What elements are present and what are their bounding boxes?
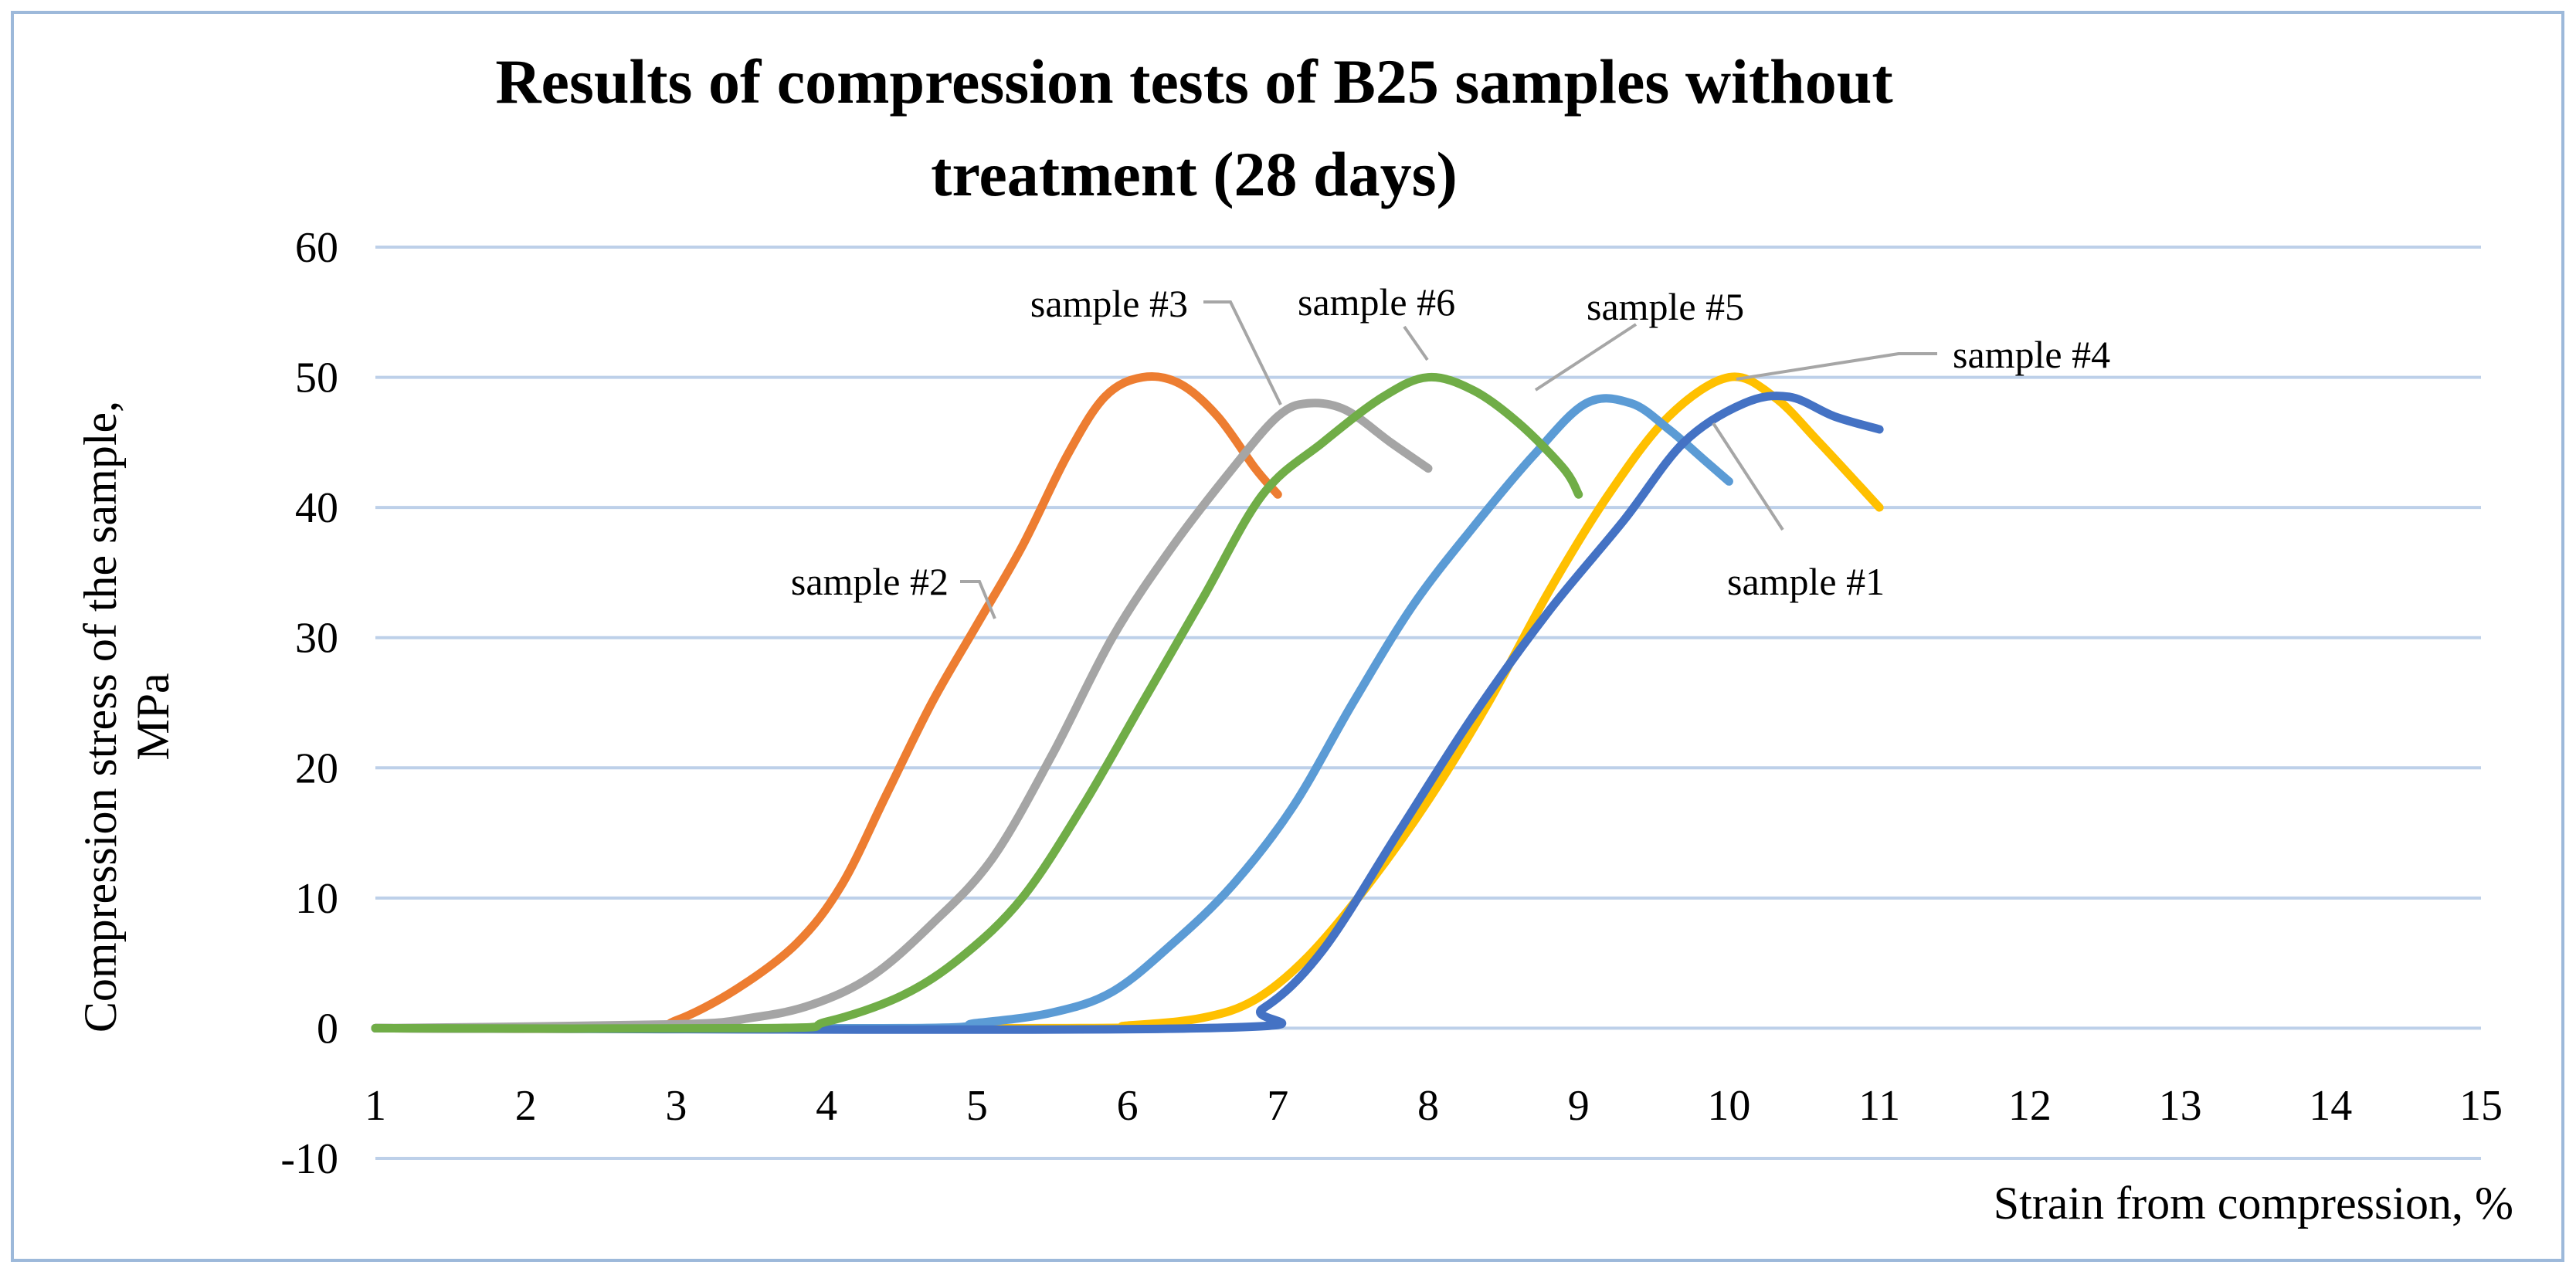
x-tick-label: 10: [1707, 1082, 1750, 1130]
annotation-leader-line: [960, 580, 996, 619]
x-tick-labels: 1 2 3 4 5 6 7 8 9 10 11 12 13 14 15: [365, 1082, 2503, 1130]
y-tick-label: -10: [280, 1135, 338, 1183]
annotation-leader-line: [1736, 352, 1937, 381]
line-chart: Results of compression tests of B25 samp…: [75, 46, 2513, 1229]
annotation-leader-line: [1203, 300, 1282, 405]
x-tick-label: 11: [1858, 1082, 1900, 1130]
x-tick-label: 2: [515, 1082, 537, 1130]
series-line-sample-6: [371, 372, 1583, 1033]
x-tick-label: 15: [2459, 1082, 2503, 1130]
series-line-sample-1: [371, 392, 1884, 1034]
y-tick-label: 40: [295, 484, 338, 532]
chart-frame: Results of compression tests of B25 samp…: [11, 11, 2564, 1262]
annotation-label: sample #5: [1587, 285, 1744, 328]
x-axis-label: Strain from compression, %: [1994, 1178, 2513, 1229]
annotation-leader-line: [1534, 323, 1638, 392]
y-tick-label: 30: [295, 615, 338, 663]
x-tick-label: 8: [1417, 1082, 1439, 1130]
annotation-label: sample #2: [791, 560, 949, 603]
x-tick-label: 14: [2309, 1082, 2352, 1130]
x-tick-label: 9: [1568, 1082, 1590, 1130]
x-tick-label: 13: [2159, 1082, 2202, 1130]
annotation-label: sample #4: [1953, 333, 2110, 376]
x-tick-label: 1: [365, 1082, 386, 1130]
y-tick-label: 50: [295, 354, 338, 402]
y-tick-label: 10: [295, 875, 338, 923]
x-tick-label: 6: [1117, 1082, 1139, 1130]
y-axis-label-line-2: MPa: [127, 673, 178, 760]
series-lines: [371, 372, 1884, 1034]
y-tick-label: 20: [295, 744, 338, 792]
annotation-label: sample #3: [1030, 282, 1188, 325]
chart-title-line-2: treatment (28 days): [931, 139, 1458, 209]
x-tick-label: 3: [665, 1082, 687, 1130]
x-tick-label: 4: [816, 1082, 837, 1130]
y-tick-labels: -10 0 10 20 30 40 50 60: [280, 224, 338, 1183]
series-annotations: sample #1 sample #2 sample #3 sample #4 samp…: [791, 280, 2110, 619]
x-tick-label: 12: [2008, 1082, 2052, 1130]
annotation-leader-line: [1403, 325, 1429, 361]
y-axis-label-line-1: Compression stress of the sample,: [75, 401, 126, 1033]
x-tick-label: 5: [966, 1082, 988, 1130]
annotation-label: sample #1: [1727, 560, 1885, 603]
chart-title-line-1: Results of compression tests of B25 samp…: [495, 46, 1892, 117]
y-tick-label: 0: [317, 1005, 338, 1053]
annotation-label: sample #6: [1298, 280, 1455, 324]
series-line-sample-3: [371, 398, 1433, 1033]
x-tick-label: 7: [1267, 1082, 1288, 1130]
y-tick-label: 60: [295, 224, 338, 272]
annotation-leader-line: [1712, 422, 1784, 531]
